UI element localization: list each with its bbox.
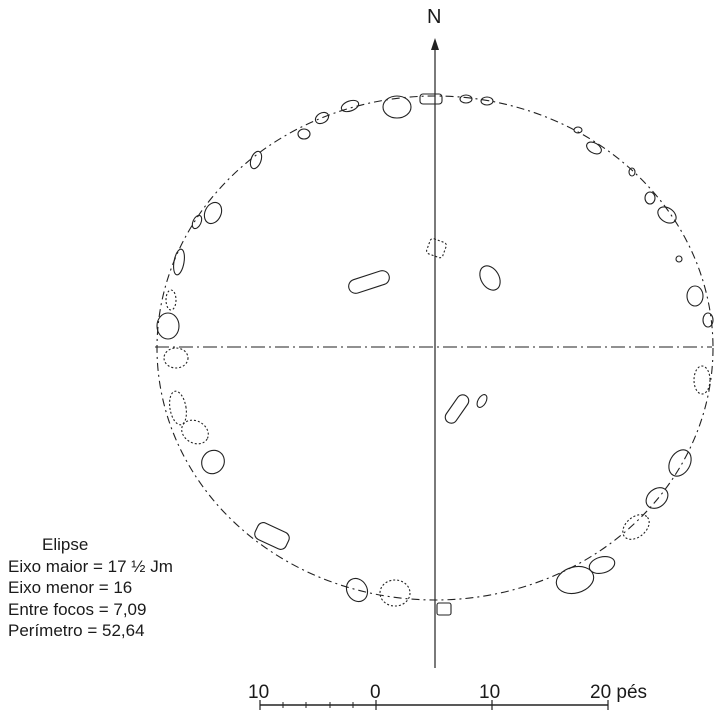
- stone: [297, 128, 311, 140]
- stone: [254, 522, 290, 550]
- legend-title: Elipse: [42, 535, 89, 554]
- stone: [588, 556, 616, 574]
- legend-major-axis: Eixo maior = 17 ½ Jm: [8, 556, 173, 576]
- scale-label-zero: 0: [370, 682, 381, 703]
- interior-stones: [348, 238, 501, 424]
- stone: [201, 449, 225, 475]
- stone: [156, 312, 180, 340]
- stone: [444, 394, 470, 424]
- stone: [586, 141, 602, 155]
- stone: [191, 214, 203, 230]
- stone: [173, 248, 185, 276]
- stone: [668, 449, 692, 477]
- perimeter-stones: [156, 93, 714, 616]
- stone: [382, 95, 412, 119]
- stone: [379, 579, 411, 607]
- stone: [476, 394, 488, 408]
- stone: [203, 201, 223, 225]
- stone: [644, 191, 656, 205]
- stone: [479, 265, 501, 291]
- stone: [628, 167, 636, 177]
- north-arrow-head: [431, 38, 439, 50]
- stone: [657, 206, 677, 224]
- scale-label-left: 10: [248, 682, 270, 703]
- north-label: N: [427, 6, 442, 28]
- scale-bar: [259, 700, 609, 710]
- stone: [555, 565, 595, 595]
- stone: [622, 514, 650, 540]
- legend-minor-axis: Eixo menor = 16: [8, 578, 133, 597]
- stone: [165, 289, 177, 311]
- stone: [436, 602, 452, 616]
- stone: [480, 96, 494, 106]
- stone: [314, 111, 330, 125]
- stone: [340, 99, 360, 113]
- scale-label-units: 20 pés: [590, 682, 648, 703]
- stone: [693, 365, 711, 395]
- stone: [702, 312, 714, 328]
- stone: [459, 94, 473, 104]
- stone: [163, 347, 189, 369]
- stone: [348, 270, 390, 294]
- stone: [686, 285, 704, 307]
- stone: [426, 238, 447, 259]
- legend-between-foci: Entre focos = 7,09: [8, 599, 147, 619]
- stone: [419, 93, 443, 105]
- scale-label-ten: 10: [479, 682, 501, 703]
- stone: [645, 487, 669, 509]
- stone: [169, 390, 187, 426]
- stone: [675, 255, 683, 263]
- legend-perimeter: Perímetro = 52,64: [8, 621, 145, 640]
- stone: [573, 126, 583, 134]
- stone: [181, 419, 209, 445]
- stone: [249, 150, 263, 170]
- stone: [345, 577, 369, 603]
- ellipse-legend: Elipse Eixo maior = 17 ½ Jm Eixo menor =…: [8, 534, 173, 642]
